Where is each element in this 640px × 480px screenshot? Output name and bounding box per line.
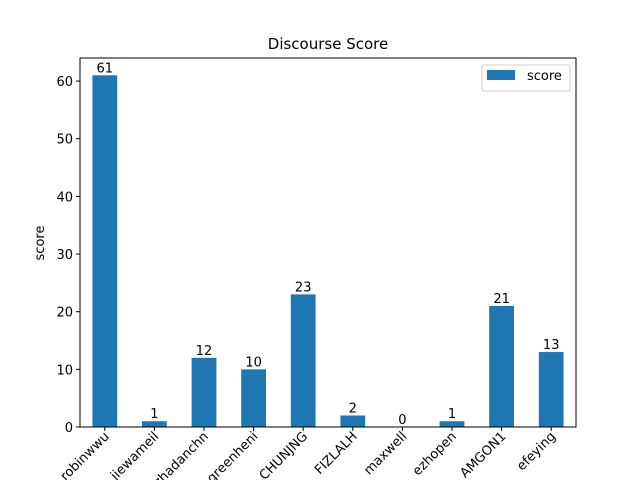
y-tick-label: 50 (56, 133, 73, 148)
y-tick-label: 10 (56, 363, 73, 378)
legend-swatch (487, 70, 515, 80)
x-tick-label: FIZLALH (312, 429, 361, 478)
y-axis-label: score (33, 226, 48, 261)
plot-frame (79, 57, 577, 428)
legend-label: score (527, 69, 562, 84)
bar (290, 294, 316, 427)
bar (340, 415, 366, 427)
bar (241, 369, 266, 427)
data-label: 1 (150, 407, 158, 422)
data-label: 21 (493, 292, 510, 307)
x-tick-label: efeying (514, 429, 559, 474)
y-tick-label: 0 (65, 421, 73, 436)
data-label: 0 (398, 413, 406, 428)
bar (142, 421, 167, 427)
x-tick-label: AMGON1 (458, 429, 510, 480)
bar (489, 305, 514, 427)
legend: score (481, 64, 571, 92)
y-tick-label: 20 (56, 306, 73, 321)
bars-group (92, 75, 564, 428)
x-tick-label: zhadanchn (151, 429, 212, 480)
data-label: 1 (448, 407, 456, 422)
y-tick-label: 30 (56, 248, 73, 263)
bar (538, 352, 564, 427)
data-label: 2 (349, 401, 357, 416)
data-label: 23 (295, 280, 312, 295)
x-tick-label: ezhopen (410, 429, 460, 479)
x-tick-label: maxwell (361, 429, 410, 478)
bar (191, 357, 217, 427)
y-tick-label: 60 (56, 75, 73, 90)
data-label: 10 (245, 355, 262, 370)
x-axis: robinwwujiewameilzhadanchngreenheniCHUNJ… (58, 427, 559, 480)
data-label: 13 (543, 338, 560, 353)
data-label: 61 (97, 61, 114, 76)
data-label: 12 (196, 344, 213, 359)
y-axis: 0 10 20 30 40 50 60 (56, 75, 80, 436)
bar (92, 75, 118, 428)
data-labels-group: 61 1 12 10 23 2 0 1 21 13 (97, 61, 560, 428)
x-tick-label: robinwwu (58, 429, 113, 480)
x-tick-label: greenheni (204, 429, 261, 480)
x-tick-label: jiewameil (107, 429, 162, 480)
chart-title: Discourse Score (268, 35, 388, 53)
bar (439, 421, 465, 427)
y-tick-label: 40 (56, 190, 73, 205)
x-tick-label: CHUNJNG (257, 429, 311, 480)
